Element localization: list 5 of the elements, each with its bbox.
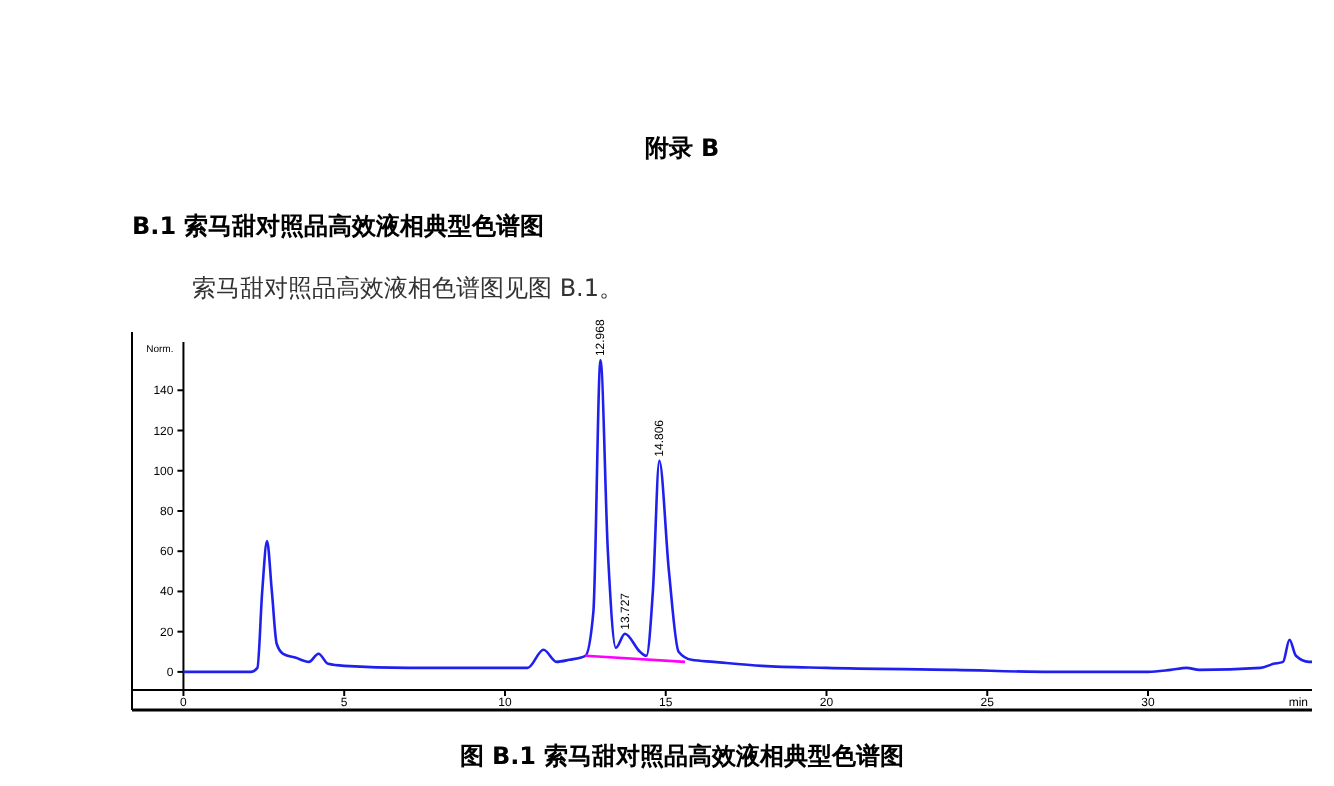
chart-subtitle: B.1 索马甜对照品高效液相典型色谱图 — [132, 212, 545, 240]
text: 图 B.1 索马甜对照品高效液相典型色谱图 — [459, 742, 905, 770]
text: 索马甜对照品高效液相色谱图见图 B.1。 — [192, 274, 623, 302]
line-series — [182, 358, 1314, 674]
chart-title: 附录 B — [644, 134, 720, 162]
